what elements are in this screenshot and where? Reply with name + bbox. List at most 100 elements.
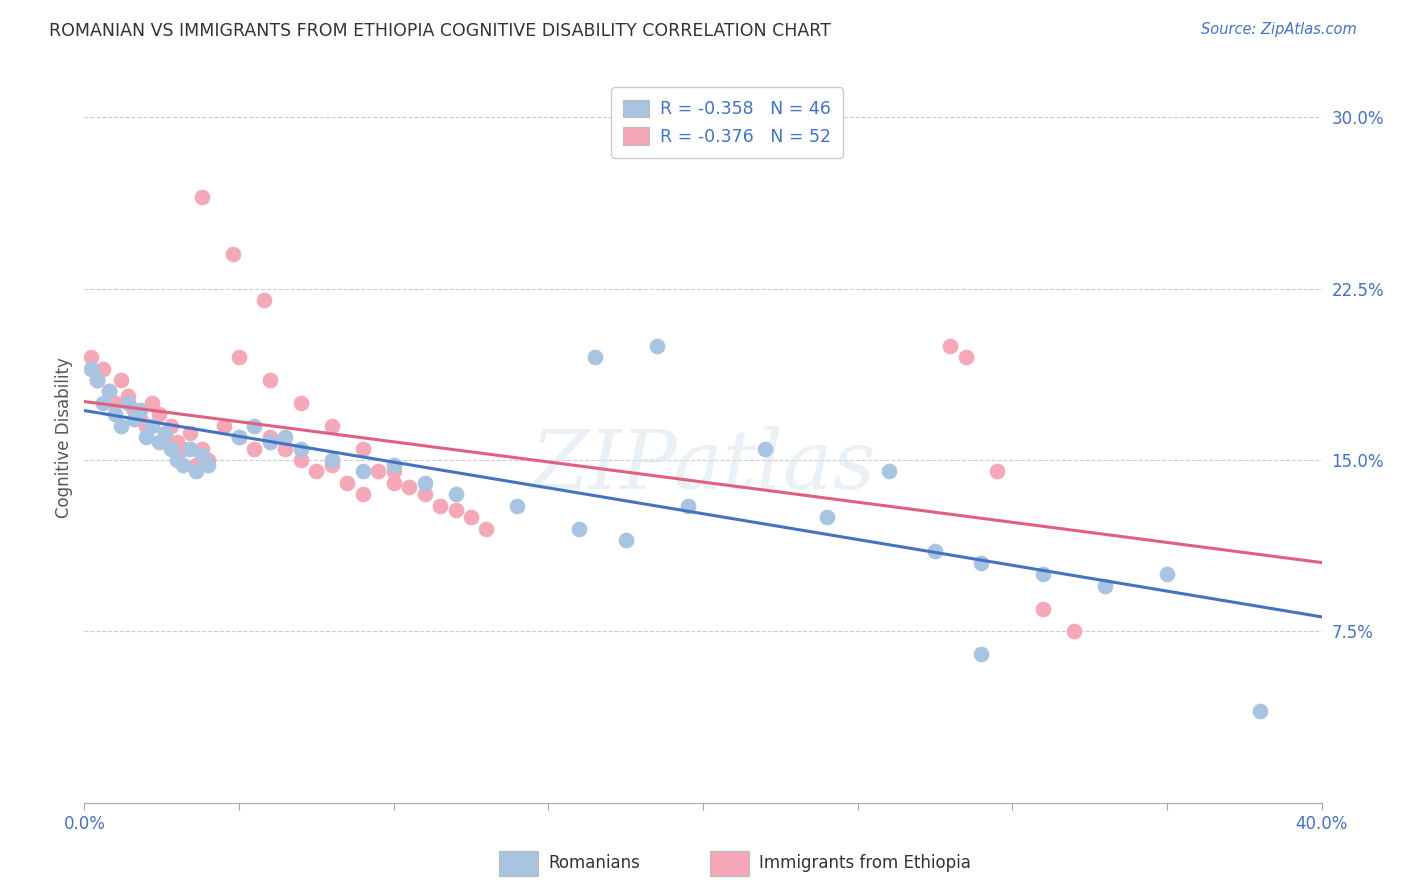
Point (122, 412, 145, 426)
Point (398, 480, 420, 494)
Point (91, 396, 114, 410)
Point (274, 442, 297, 456)
Legend: R = -0.358   N = 46, R = -0.376   N = 52: R = -0.358 N = 46, R = -0.376 N = 52 (612, 87, 842, 158)
Point (104, 396, 127, 410)
Point (243, 442, 266, 456)
Point (290, 396, 312, 410)
Point (367, 464, 389, 478)
Point (352, 464, 374, 478)
Point (429, 499, 451, 513)
Point (166, 453, 188, 467)
Point (228, 430, 250, 444)
Point (290, 442, 312, 456)
Point (153, 430, 176, 444)
Point (413, 475, 436, 490)
Text: ROMANIAN VS IMMIGRANTS FROM ETHIOPIA COGNITIVE DISABILITY CORRELATION CHART: ROMANIAN VS IMMIGRANTS FROM ETHIOPIA COG… (49, 22, 831, 40)
Text: Romanians: Romanians (548, 855, 640, 872)
Point (583, 350, 606, 364)
Point (754, 442, 776, 456)
Point (1032, 567, 1054, 582)
Point (1156, 567, 1178, 582)
Point (129, 402, 152, 417)
Point (475, 521, 498, 535)
Point (243, 418, 266, 433)
Point (179, 425, 201, 440)
Point (1249, 705, 1271, 719)
Point (135, 430, 157, 444)
Point (86, 373, 108, 387)
Point (382, 458, 405, 472)
Point (228, 350, 250, 364)
Point (98, 384, 121, 399)
Point (939, 338, 962, 352)
Point (444, 487, 467, 501)
Point (179, 442, 201, 456)
Point (259, 434, 281, 449)
Point (506, 499, 529, 513)
Point (970, 647, 993, 661)
Point (160, 442, 183, 456)
Point (274, 430, 297, 444)
Point (222, 247, 245, 261)
Point (135, 418, 157, 433)
Y-axis label: Cognitive Disability: Cognitive Disability (55, 357, 73, 517)
Point (86, 373, 108, 387)
Point (79, 350, 101, 364)
Point (197, 458, 219, 472)
Point (91, 361, 114, 376)
Point (104, 407, 127, 421)
Point (924, 544, 946, 558)
Point (970, 556, 993, 570)
Point (444, 503, 467, 517)
Point (141, 418, 163, 433)
Point (259, 430, 281, 444)
Point (184, 464, 207, 478)
Point (117, 389, 139, 403)
Point (413, 487, 436, 501)
Point (568, 521, 591, 535)
Point (228, 430, 250, 444)
Point (986, 464, 1008, 478)
Point (321, 458, 343, 472)
Point (148, 434, 170, 449)
Point (336, 475, 359, 490)
Point (352, 442, 374, 456)
Point (382, 475, 405, 490)
Point (321, 418, 343, 433)
Point (117, 396, 139, 410)
Point (122, 402, 145, 417)
Point (305, 464, 328, 478)
Point (148, 407, 170, 421)
Point (352, 487, 374, 501)
Point (460, 510, 482, 524)
Point (172, 442, 194, 456)
Point (166, 434, 188, 449)
Point (321, 453, 343, 467)
Point (141, 396, 163, 410)
Point (160, 418, 183, 433)
Point (212, 418, 235, 433)
Text: Immigrants from Ethiopia: Immigrants from Ethiopia (759, 855, 972, 872)
Point (645, 338, 668, 352)
Point (1094, 579, 1116, 593)
Point (1032, 601, 1054, 615)
Point (1063, 624, 1085, 639)
Point (191, 442, 214, 456)
Point (172, 458, 194, 472)
Point (382, 464, 405, 478)
Point (253, 293, 276, 307)
Point (79, 361, 101, 376)
Point (877, 464, 900, 478)
Point (153, 425, 176, 440)
Point (676, 499, 699, 513)
Point (815, 510, 838, 524)
Point (191, 449, 214, 463)
Point (259, 373, 281, 387)
Point (98, 384, 121, 399)
Point (614, 533, 637, 547)
Point (955, 350, 977, 364)
Point (110, 373, 132, 387)
Point (191, 190, 214, 204)
Point (129, 412, 152, 426)
Point (197, 453, 219, 467)
